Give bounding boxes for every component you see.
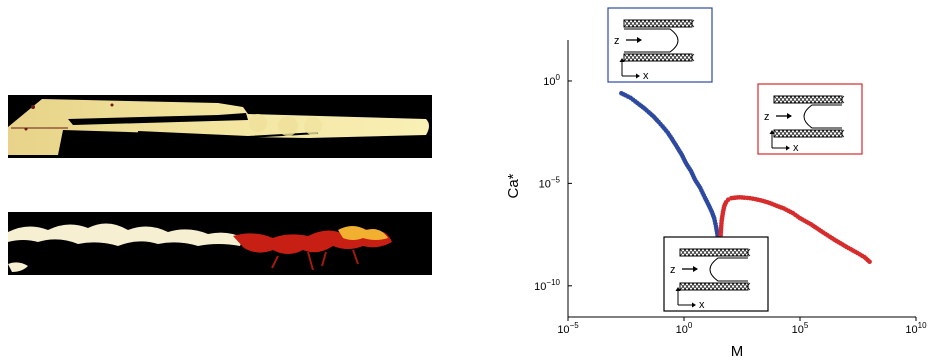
x-arrowhead	[692, 302, 696, 308]
z-label: z	[670, 264, 676, 276]
wall-top	[623, 19, 693, 28]
wall-bottom	[679, 282, 749, 291]
x-tick-label: 100	[676, 321, 693, 336]
wall-bottom	[773, 129, 843, 138]
wall-hatch	[743, 248, 751, 257]
z-arrowhead	[769, 130, 775, 134]
x-label: x	[699, 299, 705, 311]
fluid-interface	[803, 104, 842, 129]
displacement-image-bottom-graphic	[8, 212, 432, 275]
x-ticks: 10−5 100 105 1010	[557, 317, 927, 336]
wall-top	[773, 95, 843, 104]
z-label: z	[614, 35, 620, 47]
x-axis-label: M	[731, 343, 744, 360]
z-arrowhead	[675, 287, 681, 291]
wall-hatch	[687, 53, 695, 62]
inset-bottom-frame	[663, 236, 769, 312]
flow-arrowhead	[693, 266, 698, 272]
y-tick-label: 10−10	[534, 278, 560, 293]
wall-hatch	[687, 19, 695, 28]
x-arrowhead	[636, 73, 640, 79]
x-tick-label: 1010	[905, 321, 927, 336]
y-tick-label: 10−5	[539, 175, 561, 190]
fluid-interface	[624, 28, 679, 53]
flow-arrowhead	[637, 37, 642, 43]
wall-top	[679, 248, 749, 257]
x-label: x	[793, 142, 799, 154]
displacement-image-top	[8, 95, 432, 158]
inset-top: zx	[607, 7, 713, 83]
z-label: z	[764, 111, 770, 123]
inset-right: zx	[757, 83, 863, 155]
fluid-interface	[709, 257, 748, 282]
red-series-point	[867, 259, 872, 265]
inset-right-frame	[757, 83, 863, 155]
wall-hatch	[837, 129, 845, 138]
inset-bottom: zx	[663, 236, 769, 312]
x-label: x	[643, 70, 649, 82]
data-points	[619, 91, 872, 265]
x-tick-label: 105	[792, 321, 809, 336]
y-ticks: 100 10−5 10−10	[534, 73, 572, 293]
wall-bottom	[623, 53, 693, 62]
x-arrowhead	[786, 145, 790, 151]
z-arrowhead	[619, 58, 625, 62]
y-tick-label: 100	[543, 73, 560, 88]
displacement-image-top-graphic	[8, 95, 432, 158]
flow-arrowhead	[787, 113, 792, 119]
chart-axes	[567, 40, 916, 318]
y-axis-label: Ca*	[505, 173, 522, 198]
wall-hatch	[743, 282, 751, 291]
x-tick-label: 10−5	[557, 321, 579, 336]
wall-hatch	[837, 95, 845, 104]
displacement-image-bottom	[8, 212, 432, 275]
inset-top-frame	[607, 7, 713, 83]
